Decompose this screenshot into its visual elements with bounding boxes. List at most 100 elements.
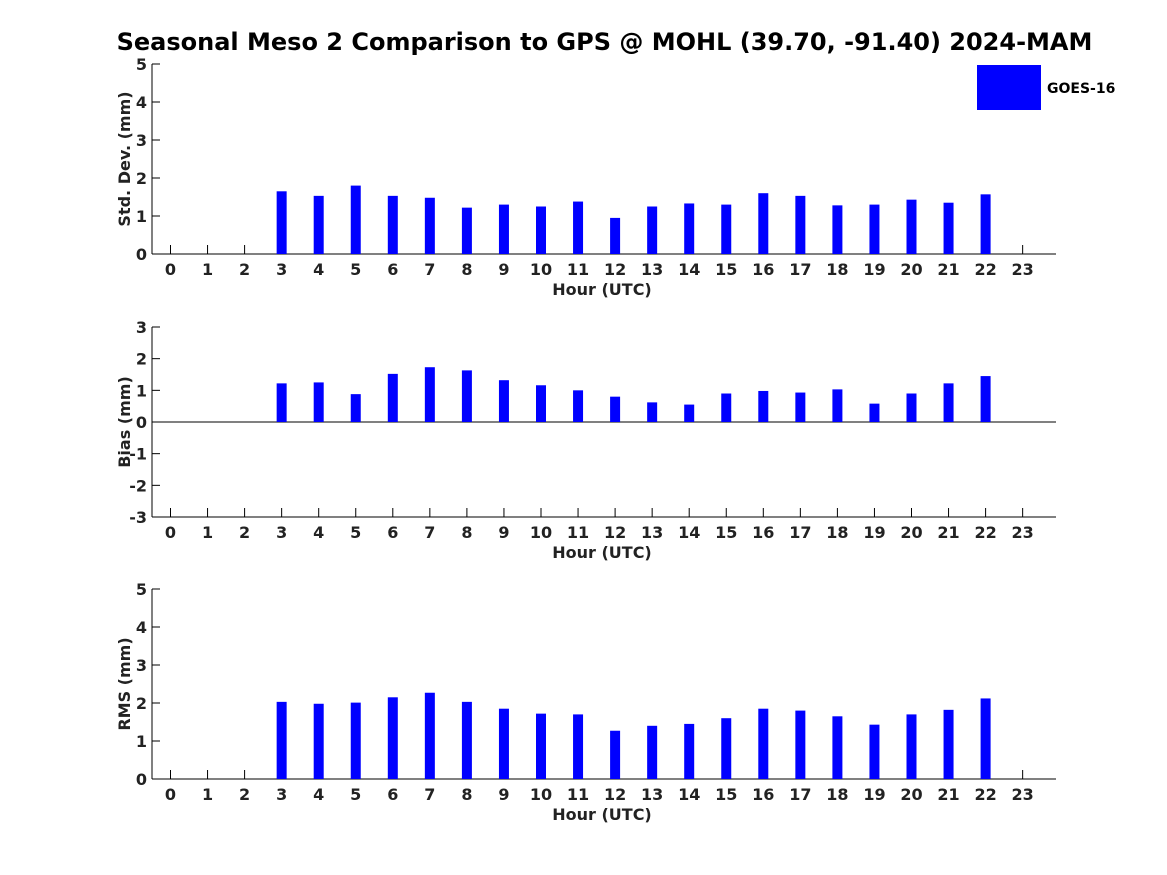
std-x-tick-label: 5 xyxy=(350,260,361,279)
std-x-tick-label: 4 xyxy=(313,260,324,279)
bias-x-tick-label: 19 xyxy=(863,523,885,542)
bias-bar xyxy=(461,370,472,422)
bias-x-tick-label: 22 xyxy=(974,523,996,542)
bias-bar xyxy=(684,404,695,422)
std-y-tick-label: 3 xyxy=(136,131,147,150)
bias-x-axis-label: Hour (UTC) xyxy=(552,543,652,562)
bias-y-tick-label: -3 xyxy=(129,508,147,527)
rms-x-tick-label: 8 xyxy=(461,785,472,804)
std-x-tick-label: 20 xyxy=(900,260,922,279)
rms-x-tick-label: 11 xyxy=(567,785,589,804)
std-x-tick-label: 10 xyxy=(530,260,552,279)
std-bar xyxy=(869,204,880,254)
std-bar xyxy=(536,206,546,254)
rms-bar xyxy=(573,714,584,779)
std-x-tick-label: 14 xyxy=(678,260,700,279)
rms-bar xyxy=(461,701,472,779)
std-x-tick-label: 17 xyxy=(789,260,811,279)
rms-x-tick-label: 20 xyxy=(900,785,922,804)
std-bar xyxy=(276,191,287,254)
rms-x-tick-label: 18 xyxy=(826,785,848,804)
std-bar xyxy=(387,195,398,254)
bias-y-tick-label: 1 xyxy=(136,381,147,400)
std-bar xyxy=(424,197,435,254)
bias-bar xyxy=(795,392,806,422)
std-bar xyxy=(832,205,843,254)
bias-x-tick-label: 9 xyxy=(498,523,509,542)
rms-x-tick-label: 2 xyxy=(239,785,250,804)
bias-bar xyxy=(536,385,546,422)
rms-bar xyxy=(498,708,509,779)
std-y-tick-label: 0 xyxy=(136,245,147,264)
bias-x-tick-label: 1 xyxy=(202,523,213,542)
std-x-tick-label: 23 xyxy=(1012,260,1034,279)
rms-y-tick-label: 3 xyxy=(136,656,147,675)
bias-x-tick-label: 23 xyxy=(1012,523,1034,542)
bias-x-tick-label: 21 xyxy=(937,523,959,542)
std-x-tick-label: 0 xyxy=(165,260,176,279)
std-y-axis-label: Std. Dev. (mm) xyxy=(115,91,134,226)
std-x-tick-label: 1 xyxy=(202,260,213,279)
std-x-tick-label: 3 xyxy=(276,260,287,279)
bias-x-tick-label: 6 xyxy=(387,523,398,542)
bias-y-tick-label: -1 xyxy=(129,445,147,464)
bias-x-tick-label: 0 xyxy=(165,523,176,542)
rms-bar xyxy=(610,730,621,779)
bias-bar xyxy=(906,393,917,422)
std-x-tick-label: 18 xyxy=(826,260,848,279)
rms-bar xyxy=(980,698,991,779)
rms-x-tick-label: 14 xyxy=(678,785,700,804)
rms-x-tick-label: 7 xyxy=(424,785,435,804)
std-bar xyxy=(943,202,954,254)
std-bar xyxy=(498,204,509,254)
bias-x-tick-label: 5 xyxy=(350,523,361,542)
rms-x-tick-label: 19 xyxy=(863,785,885,804)
bias-bar xyxy=(647,402,658,422)
bias-bar xyxy=(721,393,732,422)
rms-bar xyxy=(684,723,695,779)
std-bar xyxy=(906,199,917,254)
bias-bar xyxy=(424,367,435,422)
bias-x-tick-label: 13 xyxy=(641,523,663,542)
rms-bar xyxy=(869,724,880,779)
std-bar xyxy=(610,217,621,254)
rms-bar xyxy=(758,708,769,779)
std-bar xyxy=(573,201,584,254)
rms-y-axis-label: RMS (mm) xyxy=(115,637,134,730)
std-x-tick-label: 7 xyxy=(424,260,435,279)
std-bar xyxy=(313,195,324,254)
rms-x-tick-label: 12 xyxy=(604,785,626,804)
std-x-axis-label: Hour (UTC) xyxy=(552,280,652,299)
rms-bar xyxy=(795,710,806,779)
bias-x-tick-label: 11 xyxy=(567,523,589,542)
bias-y-tick-label: -2 xyxy=(129,476,147,495)
bias-x-tick-label: 2 xyxy=(239,523,250,542)
std-x-tick-label: 12 xyxy=(604,260,626,279)
std-bar xyxy=(795,195,806,254)
std-bar xyxy=(350,185,361,254)
bias-x-tick-label: 14 xyxy=(678,523,700,542)
bias-x-tick-label: 18 xyxy=(826,523,848,542)
std-x-tick-label: 16 xyxy=(752,260,774,279)
bias-y-axis-label: Bias (mm) xyxy=(115,376,134,468)
bias-x-tick-label: 15 xyxy=(715,523,737,542)
std-y-tick-label: 4 xyxy=(136,93,147,112)
rms-y-tick-label: 4 xyxy=(136,618,147,637)
rms-bar xyxy=(276,701,287,779)
bias-x-tick-label: 20 xyxy=(900,523,922,542)
bias-y-tick-label: 0 xyxy=(136,413,147,432)
rms-x-tick-label: 16 xyxy=(752,785,774,804)
bias-bar xyxy=(276,383,287,422)
bias-x-tick-label: 17 xyxy=(789,523,811,542)
rms-y-tick-label: 1 xyxy=(136,732,147,751)
bias-bar xyxy=(980,376,991,422)
bias-x-tick-label: 16 xyxy=(752,523,774,542)
rms-bar xyxy=(943,709,954,779)
rms-y-tick-label: 0 xyxy=(136,770,147,789)
std-y-tick-label: 5 xyxy=(136,55,147,74)
std-bar xyxy=(684,203,695,254)
bias-bar xyxy=(832,389,843,422)
rms-x-tick-label: 15 xyxy=(715,785,737,804)
std-bar xyxy=(980,194,991,254)
